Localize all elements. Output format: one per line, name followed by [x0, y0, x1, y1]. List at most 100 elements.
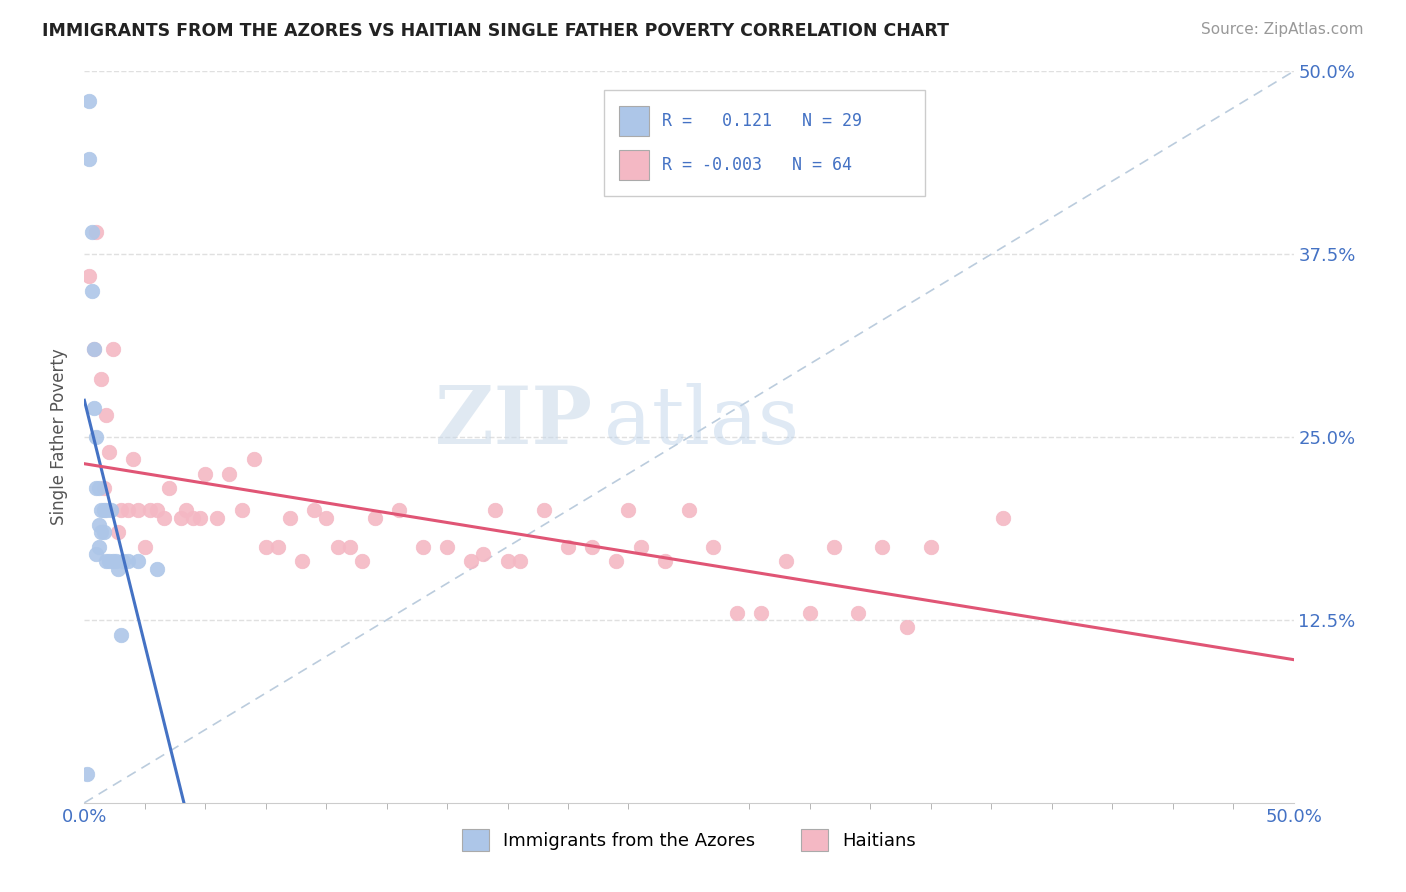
Point [103, 343, 125, 357]
Point [86, 225, 108, 239]
Point [242, 452, 264, 467]
Point [127, 503, 149, 517]
Point [725, 606, 748, 620]
Point [436, 540, 458, 554]
Point [617, 503, 640, 517]
Point [76, 766, 98, 780]
Point [190, 510, 212, 524]
Point [86, 547, 108, 561]
Point [146, 562, 169, 576]
Point [412, 540, 434, 554]
Point [77, 269, 100, 284]
Point [97, 554, 120, 568]
Point [291, 554, 314, 568]
Point [702, 540, 724, 554]
Point [157, 481, 180, 495]
Point [94, 503, 117, 517]
Point [110, 627, 132, 641]
Text: R =   0.121   N = 29: R = 0.121 N = 29 [662, 112, 862, 130]
Point [83, 343, 105, 357]
FancyBboxPatch shape [605, 90, 925, 195]
Point [218, 467, 240, 481]
Point [153, 510, 176, 524]
Point [823, 540, 845, 554]
Point [112, 554, 135, 568]
Point [581, 540, 603, 554]
Legend: Immigrants from the Azores, Haitians: Immigrants from the Azores, Haitians [453, 820, 925, 860]
Point [86, 430, 108, 444]
Point [83, 401, 105, 415]
Point [83, 343, 105, 357]
Text: Source: ZipAtlas.com: Source: ZipAtlas.com [1201, 22, 1364, 37]
Point [846, 606, 869, 620]
Text: R = -0.003   N = 64: R = -0.003 N = 64 [662, 156, 852, 174]
Point [484, 503, 506, 517]
Y-axis label: Single Father Poverty: Single Father Poverty [51, 349, 69, 525]
Point [993, 510, 1015, 524]
FancyBboxPatch shape [619, 151, 650, 179]
Point [363, 510, 385, 524]
Point [80, 225, 103, 239]
Point [605, 554, 627, 568]
Point [100, 503, 122, 517]
Point [94, 408, 117, 422]
Point [872, 540, 894, 554]
Point [207, 510, 229, 524]
Point [121, 452, 143, 467]
Point [278, 510, 301, 524]
Text: ZIP: ZIP [436, 384, 592, 461]
Point [194, 467, 217, 481]
Point [472, 547, 495, 561]
Point [509, 554, 531, 568]
Point [127, 554, 149, 568]
Point [103, 554, 125, 568]
Point [87, 517, 110, 532]
Point [181, 510, 204, 524]
Text: atlas: atlas [605, 384, 800, 461]
Point [533, 503, 555, 517]
Point [751, 606, 773, 620]
Point [80, 284, 103, 298]
Point [557, 540, 579, 554]
FancyBboxPatch shape [619, 106, 650, 136]
Point [117, 554, 139, 568]
Point [97, 444, 120, 458]
Point [77, 152, 100, 166]
Point [775, 554, 797, 568]
Point [920, 540, 942, 554]
Point [138, 503, 160, 517]
Point [134, 540, 156, 554]
Point [104, 554, 127, 568]
Point [77, 94, 100, 108]
Point [110, 503, 132, 517]
Point [94, 554, 117, 568]
Point [654, 554, 676, 568]
Point [339, 540, 361, 554]
Point [90, 525, 112, 540]
Point [170, 510, 193, 524]
Point [93, 481, 115, 495]
Point [90, 371, 112, 385]
Point [86, 481, 108, 495]
Point [302, 503, 325, 517]
Point [107, 562, 129, 576]
Point [107, 525, 129, 540]
Point [630, 540, 652, 554]
Point [93, 525, 115, 540]
Point [93, 503, 115, 517]
Text: IMMIGRANTS FROM THE AZORES VS HAITIAN SINGLE FATHER POVERTY CORRELATION CHART: IMMIGRANTS FROM THE AZORES VS HAITIAN SI… [42, 22, 949, 40]
Point [328, 540, 350, 554]
Point [87, 481, 110, 495]
Point [174, 503, 197, 517]
Point [315, 510, 337, 524]
Point [678, 503, 700, 517]
Point [90, 503, 112, 517]
Point [87, 540, 110, 554]
Point [254, 540, 277, 554]
Point [460, 554, 482, 568]
Point [117, 503, 139, 517]
Point [896, 620, 918, 634]
Point [231, 503, 253, 517]
Point [352, 554, 374, 568]
Point [267, 540, 290, 554]
